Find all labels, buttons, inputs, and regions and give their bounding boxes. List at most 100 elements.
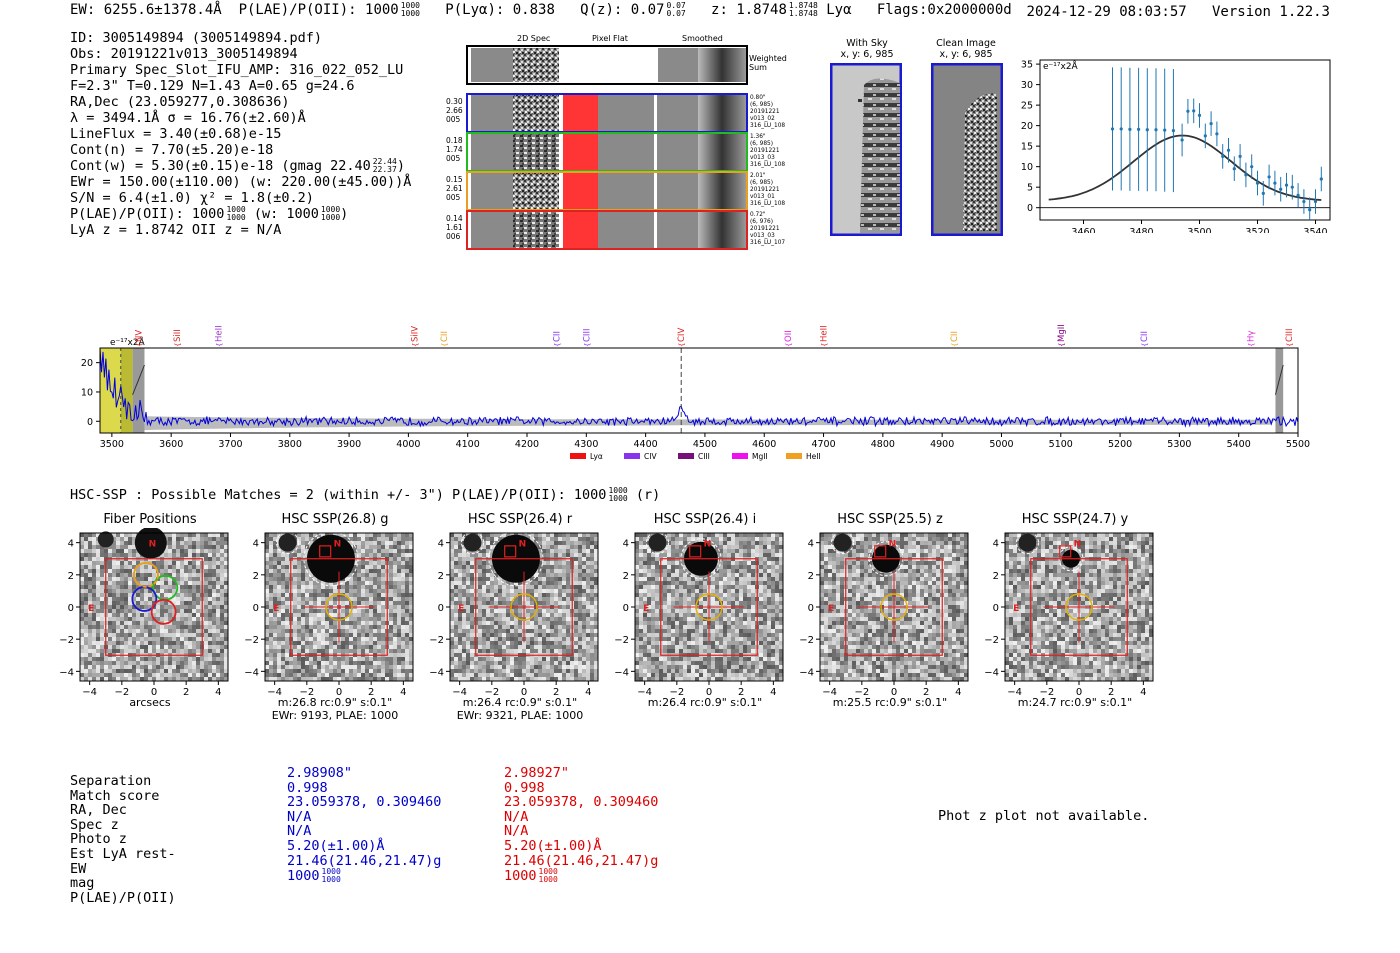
match-value-text: 21.46(21.46,21.47)g: [504, 852, 659, 869]
header-z-lo: 1.8748: [788, 9, 818, 18]
fiber-gap-2: [654, 134, 657, 170]
hsc-ytick-label: −4: [59, 667, 74, 678]
fiber-gap: [559, 173, 563, 209]
hsc-search-box: [660, 558, 758, 656]
spec-lya-region-2: [120, 348, 133, 433]
hsc-caption: m:26.8 rc:0.9" s:0.1" EWr: 9193, PLAE: 10…: [245, 696, 425, 722]
spec-legend-label: MgII: [752, 452, 768, 461]
spec-xtick-label: 4400: [634, 439, 658, 450]
spec-line-label: Hγ: [1247, 331, 1257, 342]
spec-ytick-label: 20: [81, 358, 93, 369]
hsc-xtick-label: 2: [553, 687, 559, 698]
hsc-cutout: N E −4 −2 0 2 4 4 2 0 −2 −4: [244, 531, 414, 698]
info-contw: Cont(w) = 5.30(±0.15)e-18 (gmag 22.40: [70, 158, 371, 174]
info-sn: S/N = 6.4(±1.0) χ² = 1.8(±0.2): [70, 190, 314, 206]
fiber-side-text: (6, 985): [750, 141, 773, 147]
fiber-side-text: v013_03: [750, 233, 775, 239]
match-value: 0.998: [504, 780, 658, 796]
hsc-faint-source: [648, 533, 667, 552]
match-value-text: N/A: [287, 823, 312, 840]
zoom-data-point: [1284, 183, 1289, 187]
spec-line-label: HeII: [215, 325, 225, 342]
hsc-east-label: E: [458, 604, 464, 614]
fiber-bg-left: [471, 95, 513, 131]
match-value: 21.46(21.46,21.47)g: [504, 852, 659, 869]
spec-line-tick: {: [441, 343, 449, 347]
fiber-amp: 2.61: [446, 184, 463, 193]
zoom-data-point: [1197, 113, 1202, 117]
hsc-title-frac: 1000 1000: [608, 487, 627, 503]
hsc-ytick-label: 2: [253, 571, 259, 582]
info-contn: Cont(n) = 7.70(±5.20)e-18: [70, 142, 274, 158]
hsc-east-label: E: [1013, 604, 1019, 614]
zoom-data-point: [1296, 193, 1300, 197]
hsc-xtick-label: 2: [1108, 687, 1114, 698]
spec-line-tick: {: [411, 343, 419, 347]
info-contw-frac: 22.44 22.37: [373, 158, 397, 174]
fiber-flat-red: [563, 173, 598, 209]
info-plae-w-hi: 1000: [320, 205, 341, 214]
info-lambda: λ = 3494.1Å σ = 16.76(±2.60)Å: [70, 110, 306, 126]
zoom-data-point: [1273, 181, 1277, 185]
fiber-smoothed: [698, 95, 746, 131]
fiber-frame: [466, 210, 748, 250]
info-primary: Primary Spec_Slot_IFU_AMP: 316_022_052_L…: [70, 62, 404, 78]
zoom-data-point: [1267, 175, 1271, 179]
fiber-side-text: 0.72": [750, 212, 766, 218]
header-plya: P(Lyα): 0.838: [445, 2, 555, 18]
fiber-side-text: (6, 985): [750, 180, 773, 186]
hsc-xtick-label: −4: [822, 687, 837, 698]
fiber-side-text: 1.36": [750, 134, 766, 140]
match-value-text: 23.059378, 0.309460: [504, 794, 659, 811]
hsc-xtick-label: −2: [669, 687, 684, 698]
spec-line-tick: {: [821, 343, 829, 347]
fiber-bg-right: [657, 212, 698, 248]
hsc-title: HSC-SSP : Possible Matches = 2 (within +…: [70, 487, 660, 504]
zoom-data-point: [1128, 127, 1132, 131]
hsc-ytick-label: −2: [429, 635, 444, 646]
spec-legend-swatch: [678, 453, 694, 459]
hsc-ytick-label: 0: [438, 603, 444, 614]
info-plae-lo: 1000: [226, 213, 246, 222]
match-value: 23.059378, 0.309460: [287, 795, 441, 810]
spec-legend-swatch: [732, 453, 748, 459]
spec-xtick-label: 4500: [693, 439, 717, 450]
spec-flux-line: [99, 347, 1299, 428]
spec-xtick-label: 5400: [1227, 439, 1251, 450]
match-value-text: 1000: [287, 868, 320, 885]
spec-xtick-label: 5300: [1167, 439, 1191, 450]
hsc-xtick-label: 0: [1076, 687, 1082, 698]
spec-mask-hatch: [132, 364, 145, 395]
fiber-bg-right: [657, 173, 698, 209]
hsc-north-label: N: [889, 540, 897, 550]
match-value: 1000 1000 1000: [287, 868, 441, 884]
match-row-label: Est LyA rest-EW: [70, 845, 176, 877]
fiber-bg-left: [471, 134, 513, 170]
hsc-xtick-label: −4: [452, 687, 467, 698]
hsc-xtick-label: 2: [183, 687, 189, 698]
spec-xtick-label: 5500: [1286, 439, 1310, 450]
fiber-amp: 1.74: [446, 145, 463, 154]
hsc-east-label: E: [273, 604, 279, 614]
spec-xtick-label: 4900: [930, 439, 954, 450]
info-id: ID: 3005149894 (3005149894.pdf): [70, 30, 322, 46]
info-contw-hi: 22.44: [372, 157, 397, 166]
spec-line-tick: {: [554, 343, 562, 347]
fiber-flat: [598, 173, 654, 209]
weighted-sum-label: Weighted: [749, 54, 787, 63]
zoom-data-point: [1215, 132, 1219, 136]
hsc-ytick-label: −2: [244, 635, 259, 646]
fiber-flat-red: [563, 134, 598, 170]
zoom-data-point: [1110, 127, 1115, 131]
hsc-aperture: [325, 593, 353, 621]
hsc-panel-title: HSC SSP(24.7) y: [1021, 512, 1129, 527]
hsc-east-label: E: [88, 604, 94, 614]
fiber-2d-spec: [513, 95, 559, 131]
hsc-ytick-label: 0: [68, 603, 74, 614]
match-value-text: 0.998: [287, 779, 328, 796]
hsc-ytick-label: 4: [68, 539, 74, 550]
hsc-panel-title: Fiber Positions: [103, 512, 197, 527]
zoom-data-point: [1232, 167, 1236, 171]
